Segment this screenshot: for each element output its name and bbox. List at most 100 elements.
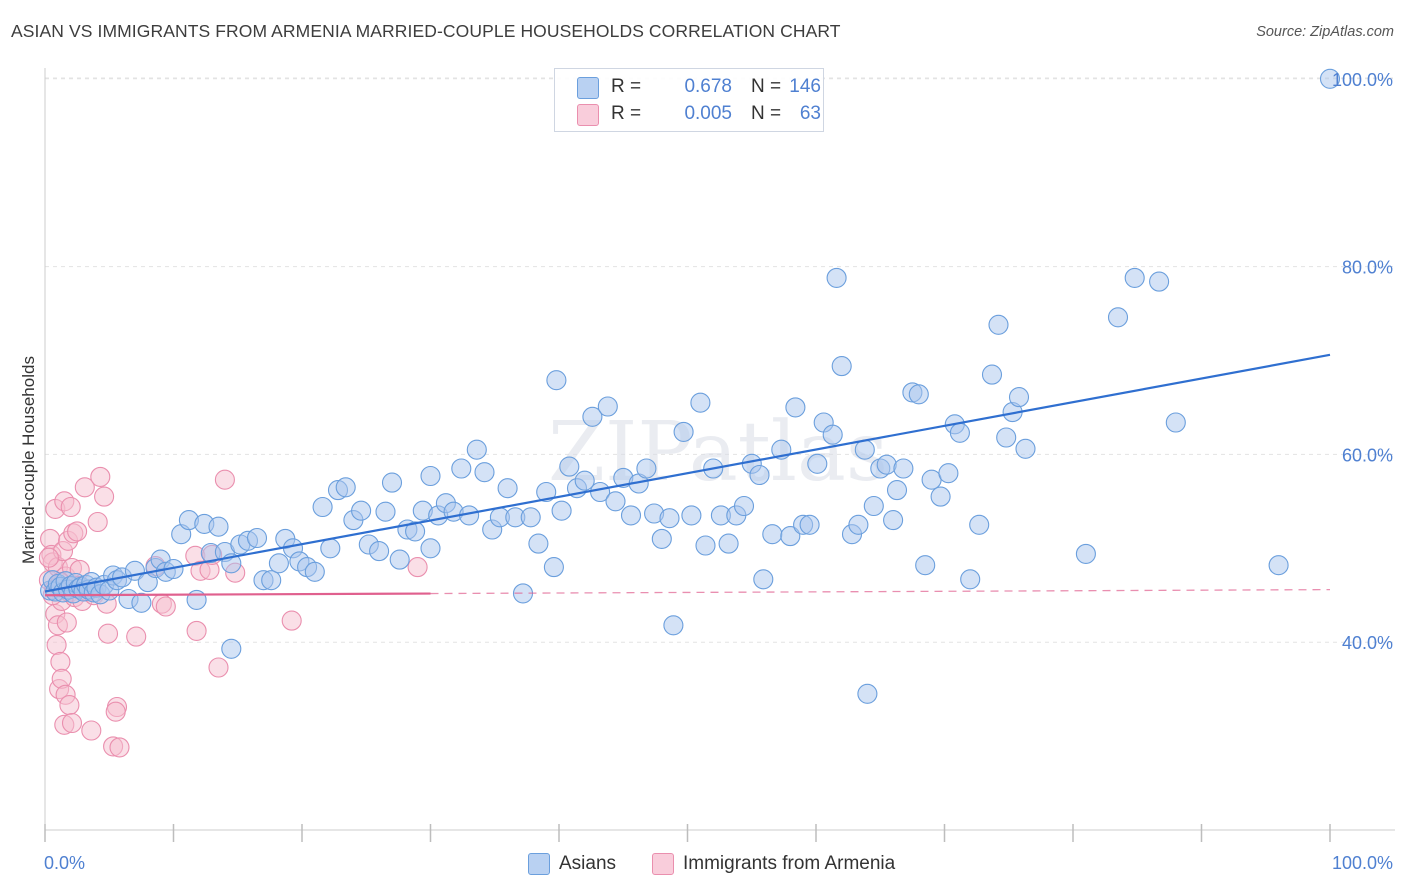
armenia-swatch [577,104,599,126]
asian-point [854,439,875,460]
asian-point [969,514,990,535]
asian-point [186,589,207,610]
asian-point [690,392,711,413]
asian-point [246,527,268,549]
asian-point [375,501,396,522]
asian-point [381,472,403,493]
asian-point [536,481,557,503]
asian-point [681,505,702,526]
armenia-point [97,623,119,644]
asian-point [938,463,959,484]
asian-point [822,424,843,445]
source-credit: Source: ZipAtlas.com [1256,24,1394,40]
asian-point [981,364,1003,385]
armenia-point [46,634,67,656]
asian-point [893,458,914,479]
asian-point [543,557,564,578]
asian-point [312,496,333,518]
asian-point [915,555,936,576]
asian-point [335,477,356,498]
tick-labels: 40.0% 60.0% 80.0% 100.0% 0.0% 100.0% [44,70,1393,873]
asian-point [1268,555,1289,576]
asian-point [574,470,595,491]
asian-point [528,533,549,554]
asian-point [497,478,518,499]
asian-point [673,421,694,442]
asian-point [420,538,441,559]
series-asian-points [40,68,1341,704]
r-value: 0.678 [684,76,732,97]
asian-point [930,486,951,507]
armenia-point [155,596,176,617]
asian-swatch [577,77,599,99]
n-label: N = [751,103,782,124]
axes [44,68,1395,842]
asian-point [863,495,884,517]
asian-point [261,570,282,591]
asian-point [1149,271,1170,292]
asian-point [949,422,970,443]
asian-point [831,356,852,377]
asian-point [988,314,1009,335]
armenia-point [50,651,71,672]
asian-point [451,458,472,479]
asian-point [996,427,1017,448]
asian-point [1008,387,1030,408]
asian-trend-line [44,353,1331,593]
asian-point [474,462,495,483]
n-value: 63 [799,103,821,124]
asian-point [582,406,603,427]
asian-point [268,553,289,574]
asian-point [718,533,739,554]
armenia-point [74,477,95,498]
armenia-point [186,620,207,641]
armenia-point [126,626,147,647]
asian-point [605,491,626,512]
armenia-point [281,610,302,631]
asian-point [546,370,567,391]
legend-label: Asians [559,853,617,874]
armenia-trend-extension [430,588,1331,595]
armenia-point [407,557,428,578]
r-label: R = [611,76,642,97]
asian-point [733,495,755,517]
armenia-point [59,695,80,716]
armenia-point [56,612,77,633]
asian-point [1015,438,1036,459]
legend-label: Immigrants from Armenia [683,853,896,874]
asian-point [636,458,657,479]
asian-point [389,549,410,570]
y-tick-label: 80.0% [1342,258,1393,278]
asian-point [304,561,325,582]
asian-point [131,592,152,613]
y-tick-label: 40.0% [1342,633,1393,653]
asian-point [1075,543,1096,564]
asian-point [1319,68,1341,89]
asian-point [785,397,806,418]
x-tick-label: 100.0% [1332,853,1393,873]
n-value: 146 [789,76,821,97]
asian-point [208,516,229,537]
asian-point [749,464,770,486]
asian-point [807,453,828,474]
stats-legend: R = 0.678 N = 146 R = 0.005 N = 63 [554,68,824,132]
asian-point [620,505,642,526]
asian-point [857,683,878,704]
asian-point [559,456,580,477]
armenia-point [61,712,83,734]
asian-point [799,514,820,535]
asian-point [551,500,572,521]
asian-point [351,500,372,521]
asian-point [520,507,541,528]
asian-point [826,267,847,288]
x-tick-label: 0.0% [44,853,85,873]
armenia-point [94,486,115,507]
asian-point [876,454,897,475]
asian-point [1124,267,1145,288]
asian-point [780,526,801,547]
armenia-point [67,521,88,542]
asian-point [886,480,908,501]
armenia-trend-line [44,592,431,597]
armenia-point [214,469,235,490]
